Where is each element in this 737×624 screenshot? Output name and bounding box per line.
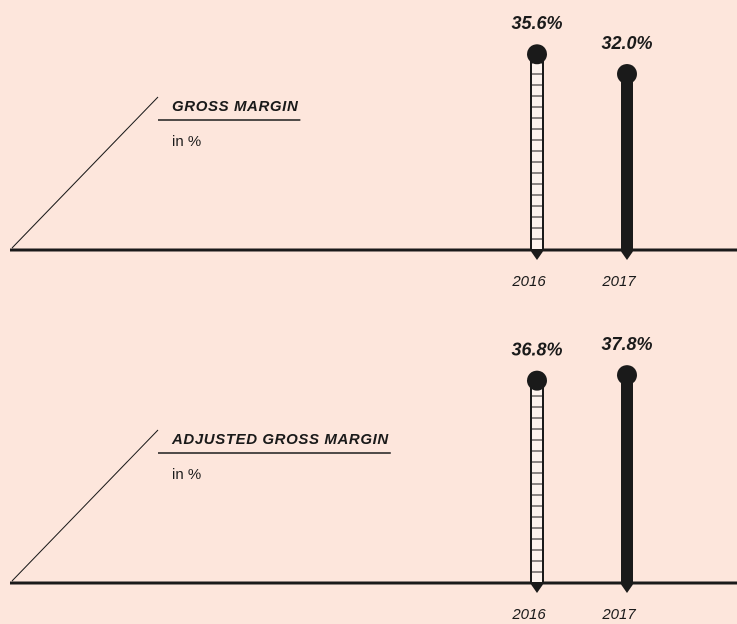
chart-panel: ADJUSTED GROSS MARGIN in % 36.8% 2016 37.8% 2… [10,334,737,623]
category-label: 2016 [511,606,546,623]
chart-subtitle: in % [172,466,201,483]
bar-pointer [530,583,544,593]
category-label: 2017 [601,606,636,623]
diagonal-line [11,429,159,582]
bar-pointer [530,250,544,260]
bar-pointer [620,583,634,593]
bar [621,74,633,250]
category-label: 2017 [601,273,636,290]
category-label: 2016 [511,273,546,290]
value-label: 32.0% [601,33,652,53]
chart-title: GROSS MARGIN [172,98,299,115]
value-label: 37.8% [601,334,652,354]
bar-cap [527,44,547,65]
diagonal-line [11,96,159,249]
bar [530,379,544,584]
bar [530,53,544,252]
bar [621,375,633,583]
bar-cap [527,370,547,391]
bar-cap [617,365,637,386]
bar-cap [617,64,637,84]
chart-title: ADJUSTED GROSS MARGIN [171,431,389,448]
chart-subtitle: in % [172,133,201,150]
value-label: 35.6% [511,13,562,33]
chart-panel: GROSS MARGIN in % 35.6% 2016 32.0% 2017 [10,13,737,290]
bar-pointer [620,250,634,260]
value-label: 36.8% [511,339,562,359]
